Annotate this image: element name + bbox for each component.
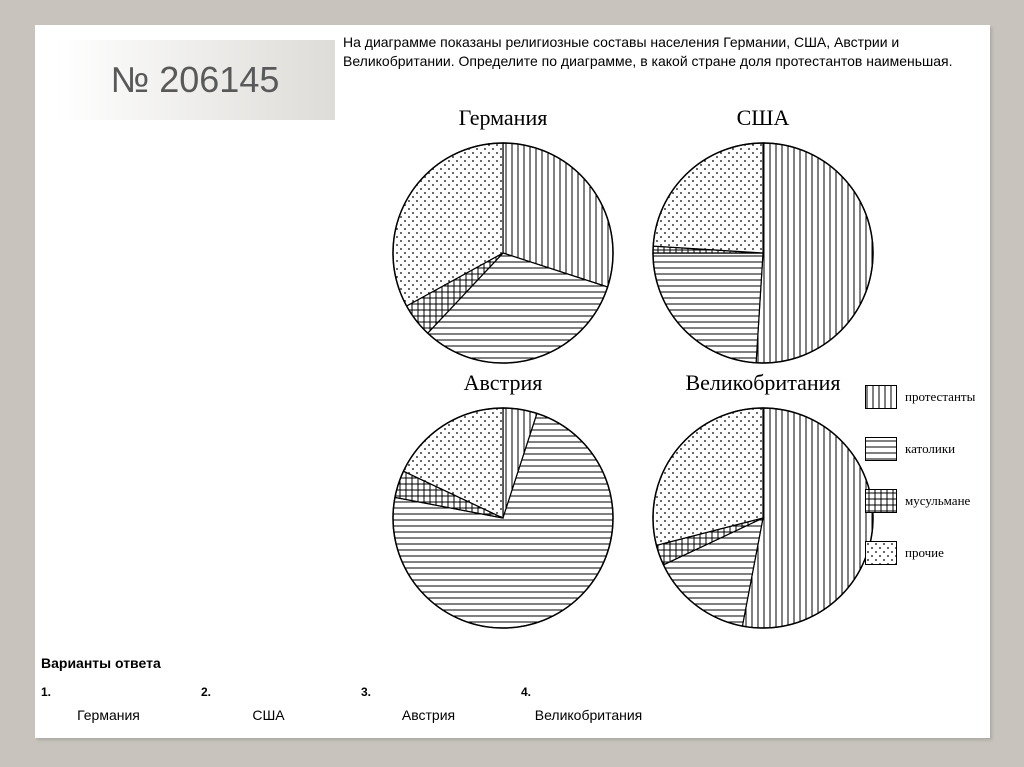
- answer-option[interactable]: 1.Германия: [41, 685, 176, 725]
- legend-item: католики: [865, 437, 980, 461]
- legend-item: мусульмане: [865, 489, 980, 513]
- answers-row: 1.Германия 2.США 3.Австрия 4.Великобритания: [41, 685, 656, 725]
- legend-item: прочие: [865, 541, 980, 565]
- legend-swatch: [865, 489, 897, 513]
- answer-number: 4.: [521, 685, 656, 705]
- pie-slice: [653, 143, 763, 253]
- pie-slice: [653, 253, 763, 363]
- answer-number: 2.: [201, 685, 336, 705]
- pie-label: Австрия: [464, 370, 543, 395]
- task-number-box: № 206145: [55, 40, 335, 120]
- answers-heading: Варианты ответа: [41, 655, 161, 671]
- answer-label: США: [201, 705, 336, 725]
- answer-number: 3.: [361, 685, 496, 705]
- answer-option[interactable]: 2.США: [201, 685, 336, 725]
- legend-label: католики: [905, 441, 955, 457]
- answer-option[interactable]: 3.Австрия: [361, 685, 496, 725]
- legend-swatch: [865, 541, 897, 565]
- legend-label: прочие: [905, 545, 944, 561]
- legend: протестанты католики мусульмане прочие: [865, 385, 980, 593]
- answer-label: Германия: [41, 705, 176, 725]
- legend-item: протестанты: [865, 385, 980, 409]
- answer-label: Австрия: [361, 705, 496, 725]
- pie-label: США: [737, 105, 790, 130]
- pie-label: Великобритания: [685, 370, 840, 395]
- answer-option[interactable]: 4.Великобритания: [521, 685, 656, 725]
- legend-label: протестанты: [905, 389, 975, 405]
- slide: № 206145 На диаграмме показаны религиозн…: [35, 25, 990, 738]
- legend-swatch: [865, 385, 897, 409]
- pie-slice: [756, 143, 873, 363]
- pie-label: Германия: [459, 105, 548, 130]
- question-text: На диаграмме показаны религиозные состав…: [343, 33, 983, 71]
- answer-label: Великобритания: [521, 705, 656, 725]
- legend-swatch: [865, 437, 897, 461]
- legend-label: мусульмане: [905, 493, 970, 509]
- task-number: № 206145: [111, 59, 280, 101]
- answer-number: 1.: [41, 685, 176, 705]
